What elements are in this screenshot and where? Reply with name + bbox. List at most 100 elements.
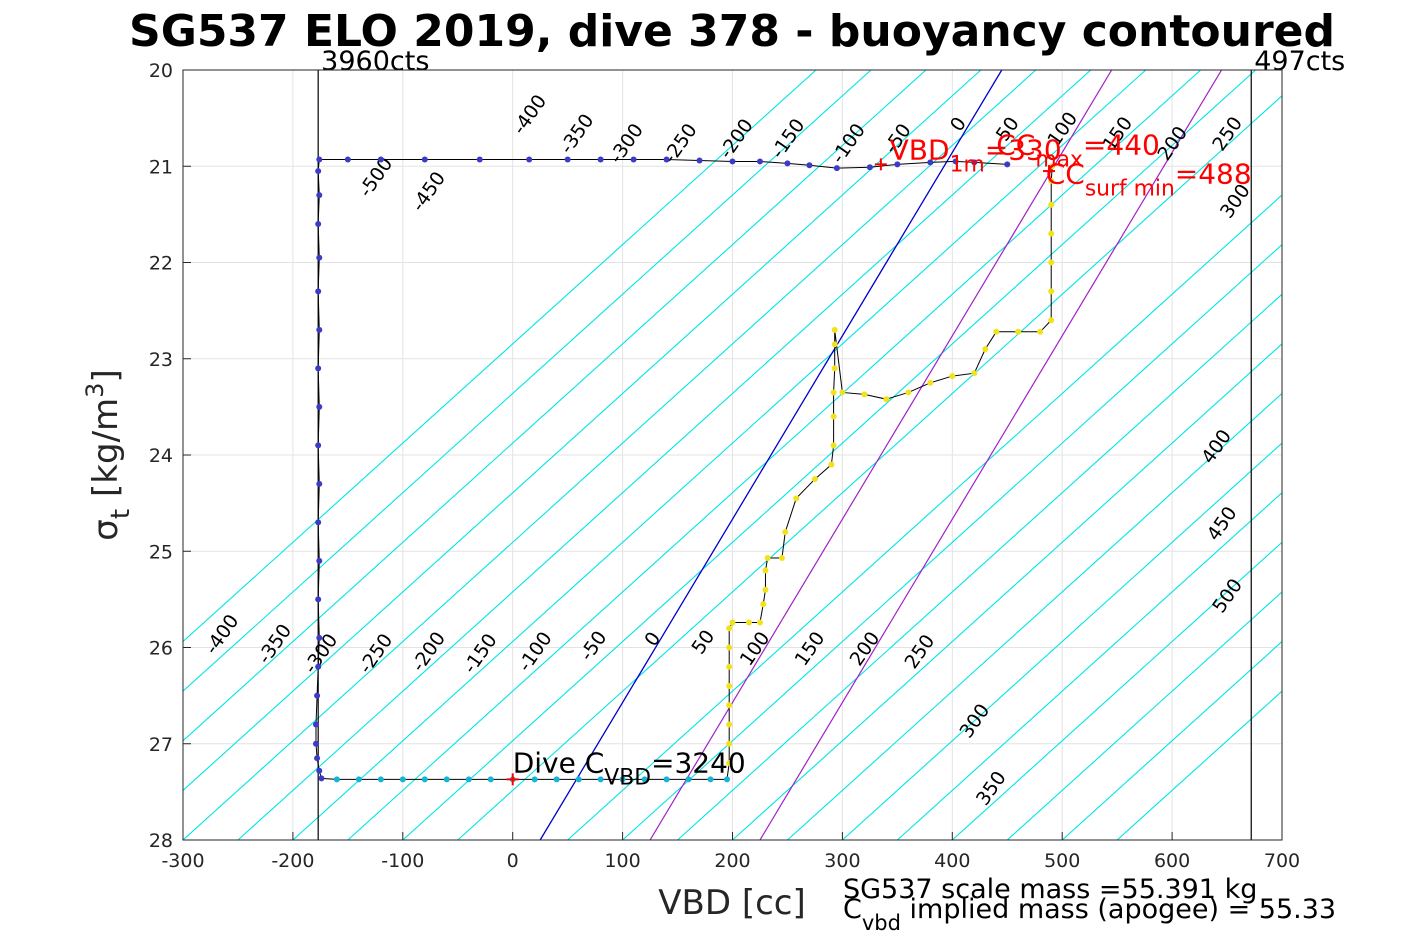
bottom-point <box>663 776 670 783</box>
cc_surf_min-sub: surf min <box>1085 176 1175 201</box>
contour-line <box>183 70 872 692</box>
climb-point <box>839 389 846 396</box>
chart-title: SG537 ELO 2019, dive 378 - buoyancy cont… <box>129 6 1335 57</box>
y-label-sub: t <box>106 509 136 519</box>
contour-line <box>787 392 1282 840</box>
cc_max-value: =440 <box>1083 129 1160 162</box>
climb-point <box>762 567 769 574</box>
descent-point <box>564 156 571 163</box>
climb-point <box>883 396 890 403</box>
implied-main: C <box>843 894 862 925</box>
x-tick-label: 700 <box>1264 850 1300 872</box>
descent-point <box>421 156 428 163</box>
y-tick-label: 24 <box>149 445 173 467</box>
bottom-point <box>487 776 494 783</box>
bottom-point <box>377 776 384 783</box>
cc_surf_min-value: =488 <box>1175 158 1252 191</box>
descent-point <box>833 165 840 172</box>
x-tick-label: 0 <box>507 850 519 872</box>
descent-point <box>597 156 604 163</box>
vbd_1m-main: VBD <box>890 134 950 167</box>
descent-point <box>315 288 322 295</box>
descent-point <box>1004 161 1011 168</box>
x-tick-label: 400 <box>934 850 970 872</box>
climb-point <box>830 442 837 449</box>
climb-point <box>726 625 733 632</box>
y-label-close: ] <box>86 369 126 382</box>
descent-point <box>316 634 323 641</box>
climb-point <box>949 373 956 380</box>
annotation-cc_max: CCmax=440 <box>996 129 1160 173</box>
descent-point <box>314 755 321 762</box>
climb-point <box>831 365 838 372</box>
bottom-point <box>597 776 604 783</box>
descent-point <box>315 663 322 670</box>
contour-line <box>622 243 1282 840</box>
descent-point <box>476 156 483 163</box>
bottom-point <box>355 776 362 783</box>
descent-point <box>756 158 763 165</box>
descent-point <box>316 767 323 774</box>
descent-point <box>696 157 703 164</box>
climb-point <box>1037 328 1044 335</box>
y-label-sup: 3 <box>81 383 109 398</box>
descent-point <box>377 156 384 163</box>
contour-line <box>951 541 1282 840</box>
bottom-point <box>553 776 560 783</box>
climb-point <box>726 683 733 689</box>
svg-text:σt[kg/m3]: σt [kg/m3] <box>81 369 136 540</box>
bound-line <box>759 70 1223 840</box>
descent-point <box>315 519 322 526</box>
y-label-unit: [kg/m <box>86 398 126 497</box>
x-tick-label: -300 <box>161 850 204 872</box>
bottom-point <box>333 776 340 783</box>
descent-point <box>316 403 323 410</box>
contour-line <box>183 70 817 643</box>
descent-point <box>315 168 322 175</box>
contour-line <box>457 95 1282 840</box>
climb-point <box>778 554 785 561</box>
descent-point <box>927 159 934 166</box>
descent-point <box>894 161 901 168</box>
apogee-line <box>539 70 1003 840</box>
bottom-point <box>575 776 582 783</box>
x-tick-label: 200 <box>714 850 750 872</box>
implied-mass-text: Cvbd implied mass (apogee) = 55.33 <box>843 894 1336 935</box>
climb-point <box>971 370 978 377</box>
bottom-point <box>421 776 428 783</box>
contour-line <box>237 70 1092 840</box>
descent-point <box>952 158 959 165</box>
climb-point <box>905 389 912 396</box>
count-label: 3960cts <box>321 46 429 77</box>
y-tick-label: 25 <box>149 541 173 563</box>
contour-line <box>896 491 1282 840</box>
descent-point <box>318 775 325 782</box>
y-tick-label: 28 <box>149 830 173 852</box>
descent-point <box>316 480 323 487</box>
implied-rest: implied mass (apogee) = 55.33 <box>901 894 1336 925</box>
contour-line <box>292 70 1147 840</box>
climb-point <box>1015 328 1022 335</box>
climb-point <box>1048 230 1055 237</box>
x-tick-label: 300 <box>824 850 860 872</box>
contour-line <box>347 70 1202 840</box>
bottom-point <box>619 776 626 783</box>
climb-point <box>726 740 733 747</box>
bottom-point <box>531 776 538 783</box>
y-tick-label: 23 <box>149 349 173 371</box>
climb-point <box>745 619 752 626</box>
climb-point <box>1048 177 1055 184</box>
descent-point <box>312 721 319 728</box>
bound-line <box>649 70 1113 840</box>
climb-point <box>982 346 989 353</box>
climb-point <box>1049 163 1056 170</box>
climb-point <box>1048 259 1055 266</box>
climb-point <box>1048 288 1055 295</box>
climb-point <box>726 721 733 728</box>
climb-point <box>760 601 767 608</box>
descent-point <box>630 156 637 163</box>
dive_c-main: Dive C <box>513 747 605 780</box>
implied-sub: vbd <box>862 911 901 935</box>
contour-line <box>1061 640 1282 840</box>
